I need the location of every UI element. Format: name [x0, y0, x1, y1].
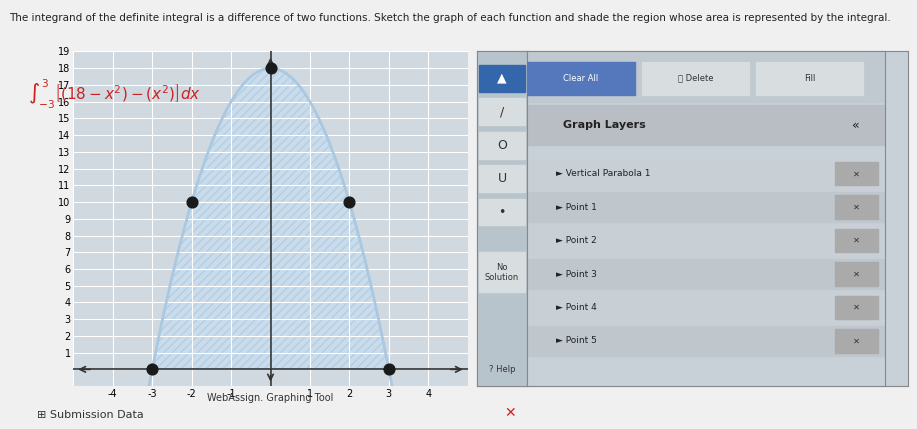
Point — [184, 199, 199, 205]
Bar — [527, 226, 885, 256]
Bar — [642, 61, 749, 95]
Text: ⊞ Submission Data: ⊞ Submission Data — [37, 411, 143, 420]
Bar — [834, 229, 878, 252]
Text: U: U — [498, 172, 506, 185]
Text: WebAssign. Graphing Tool: WebAssign. Graphing Tool — [207, 393, 334, 403]
Text: No
Solution: No Solution — [485, 263, 519, 282]
Bar — [527, 105, 885, 145]
Bar — [480, 65, 525, 92]
Text: /: / — [500, 105, 504, 118]
Text: ► Point 4: ► Point 4 — [556, 303, 597, 312]
Point — [145, 366, 160, 373]
Text: Graph Layers: Graph Layers — [563, 120, 646, 130]
Point — [342, 199, 357, 205]
Bar — [480, 199, 525, 226]
Text: «: « — [853, 118, 860, 132]
Text: Clear All: Clear All — [563, 74, 599, 83]
Bar — [834, 329, 878, 353]
Bar — [480, 165, 525, 192]
Text: ► Point 3: ► Point 3 — [556, 269, 597, 278]
Bar — [480, 252, 525, 293]
Point — [263, 65, 278, 72]
Bar — [527, 259, 885, 289]
Text: ▲: ▲ — [497, 72, 507, 85]
Text: ✕: ✕ — [853, 236, 860, 245]
Text: ✕: ✕ — [853, 202, 860, 211]
Bar — [527, 293, 885, 323]
Text: ► Point 5: ► Point 5 — [556, 336, 597, 345]
Bar — [834, 296, 878, 319]
Text: ✕: ✕ — [504, 406, 516, 420]
Bar — [480, 132, 525, 159]
Bar — [834, 195, 878, 219]
Text: ✕: ✕ — [853, 269, 860, 278]
Bar — [527, 326, 885, 356]
Text: Fill: Fill — [804, 74, 815, 83]
Bar — [527, 51, 885, 102]
Point — [381, 366, 396, 373]
Text: $\int_{-3}^{3}\left[(18 - x^2) - (x^2)\right]dx$: $\int_{-3}^{3}\left[(18 - x^2) - (x^2)\r… — [28, 77, 201, 111]
Bar — [834, 262, 878, 286]
Bar — [527, 192, 885, 222]
Text: •: • — [498, 205, 506, 219]
Text: ► Vertical Parabola 1: ► Vertical Parabola 1 — [556, 169, 650, 178]
Bar — [527, 61, 635, 95]
Bar — [527, 159, 885, 189]
Text: ? Help: ? Help — [489, 365, 515, 374]
Text: ✕: ✕ — [853, 303, 860, 312]
Text: ✕: ✕ — [853, 336, 860, 345]
Text: ✕: ✕ — [853, 169, 860, 178]
Bar — [757, 61, 864, 95]
Text: O: O — [497, 139, 507, 152]
Text: 🗑 Delete: 🗑 Delete — [678, 74, 713, 83]
Text: The integrand of the definite integral is a difference of two functions. Sketch : The integrand of the definite integral i… — [9, 13, 891, 23]
Bar — [480, 98, 525, 125]
Text: ► Point 2: ► Point 2 — [556, 236, 597, 245]
Text: ► Point 1: ► Point 1 — [556, 202, 597, 211]
Bar — [834, 162, 878, 185]
